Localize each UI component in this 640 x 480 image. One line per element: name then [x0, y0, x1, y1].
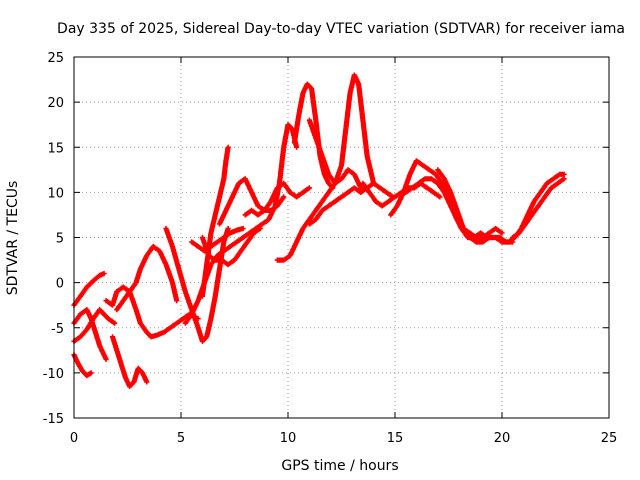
series-arc-16: [274, 72, 377, 263]
series-marks: [71, 271, 107, 308]
series-marks: [109, 334, 150, 389]
series-arc-22: [435, 167, 505, 245]
y-tick-label: 0: [56, 277, 64, 292]
y-axis-ticks: -15 -10 -5 0 5 10 15 20 25: [43, 51, 609, 427]
y-tick-label: -15: [43, 412, 64, 427]
series-marks: [182, 122, 300, 326]
y-tick-label: -10: [43, 367, 64, 382]
y-tick-label: 10: [47, 186, 64, 201]
series-arc-7: [114, 243, 180, 313]
y-axis-label: SDTVAR / TECUs: [5, 181, 21, 296]
series-marks: [510, 176, 567, 241]
x-tick-label: 20: [494, 431, 511, 446]
series-arc-5: [109, 334, 150, 389]
x-tick-label: 15: [387, 431, 404, 446]
x-axis-label: GPS time / hours: [281, 458, 398, 474]
series-arc-18: [306, 117, 364, 191]
chart-title: Day 335 of 2025, Sidereal Day-to-day VTE…: [57, 21, 625, 37]
series-arc-14: [242, 180, 312, 218]
x-axis-ticks: 0 5 10 15 20 25: [70, 57, 617, 446]
grid: [74, 57, 609, 418]
series-arc-17: [306, 180, 396, 227]
series-arc-11: [199, 225, 263, 268]
y-tick-label: -5: [51, 322, 64, 337]
series-arc-1: [71, 271, 107, 308]
series-arc-24: [510, 176, 567, 241]
series-marks: [114, 243, 180, 313]
y-tick-label: 25: [47, 51, 64, 66]
x-tick-label: 25: [601, 431, 618, 446]
x-tick-label: 0: [70, 431, 78, 446]
y-tick-label: 15: [47, 141, 64, 156]
y-tick-label: 20: [47, 96, 64, 111]
series-arc-6: [103, 284, 201, 340]
series-arc-13: [182, 122, 300, 326]
x-tick-label: 5: [177, 431, 185, 446]
plot-marks: [71, 72, 567, 389]
x-tick-label: 10: [280, 431, 297, 446]
series-arc-9: [199, 144, 231, 299]
series-marks: [199, 144, 231, 299]
series-arc-4: [71, 352, 94, 379]
y-tick-label: 5: [56, 232, 64, 247]
series-marks: [71, 352, 94, 379]
